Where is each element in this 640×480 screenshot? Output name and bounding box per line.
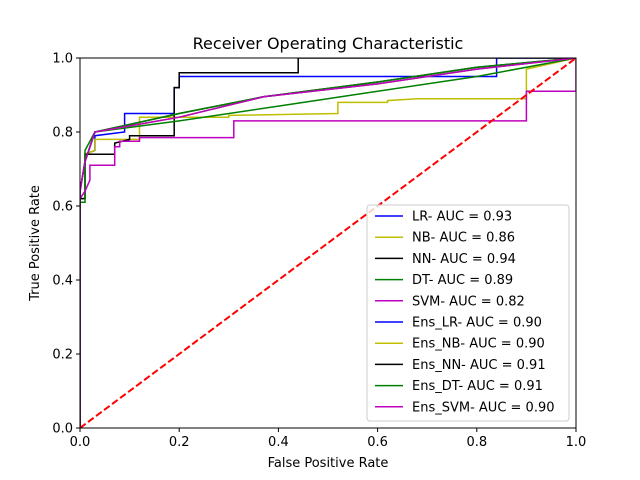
chart-title: Receiver Operating Characteristic (193, 34, 464, 53)
legend: LR- AUC = 0.93 NB- AUC = 0.86 NN- AUC = 0.… (366, 204, 570, 422)
legend-entry-label: NB- AUC = 0.86 (412, 231, 515, 246)
legend-entry-label: Ens_SVM- AUC = 0.90 (412, 400, 555, 415)
x-tick-label: 0.8 (466, 435, 487, 450)
y-tick-label: 0.4 (52, 274, 73, 289)
series-line-4 (80, 58, 576, 428)
legend-entry-label: DT- AUC = 0.89 (412, 273, 513, 288)
legend-entry-label: Ens_NN- AUC = 0.91 (412, 358, 546, 373)
x-tick-label: 1.0 (566, 435, 587, 450)
y-tick-label: 0.2 (52, 348, 73, 363)
x-tick-label: 0.0 (70, 435, 91, 450)
x-tick-label: 0.6 (367, 435, 388, 450)
y-tick-label: 0.6 (52, 200, 73, 215)
legend-box (366, 204, 570, 422)
legend-entry-label: LR- AUC = 0.93 (412, 210, 512, 225)
y-tick-label: 0.0 (52, 422, 73, 437)
legend-entry-label: NN- AUC = 0.94 (412, 252, 516, 267)
reference-diagonal (80, 58, 576, 428)
legend-entry-label: SVM- AUC = 0.82 (412, 294, 525, 309)
y-axis-label: True Positive Rate (28, 185, 43, 302)
legend-entry-label: Ens_LR- AUC = 0.90 (412, 316, 542, 331)
plot-frame (79, 57, 577, 429)
y-tick-label: 1.0 (52, 52, 73, 67)
legend-entry-label: Ens_NB- AUC = 0.90 (412, 337, 545, 352)
series-line-5 (80, 58, 576, 428)
x-tick-label: 0.2 (169, 435, 190, 450)
series-line-10 (80, 58, 576, 428)
legend-items: LR- AUC = 0.93 NB- AUC = 0.86 NN- AUC = 0.… (375, 210, 555, 415)
ticks-layer: 0.0 0.2 0.4 0.6 0.8 1.0 0.0 0.2 0.4 0.6 0.8 1.0 (52, 52, 586, 451)
legend-entry-label: Ens_DT- AUC = 0.91 (412, 379, 543, 394)
x-axis-label: False Positive Rate (268, 456, 389, 471)
x-tick-label: 0.4 (268, 435, 289, 450)
series-layer (80, 58, 576, 428)
y-tick-label: 0.8 (52, 126, 73, 141)
